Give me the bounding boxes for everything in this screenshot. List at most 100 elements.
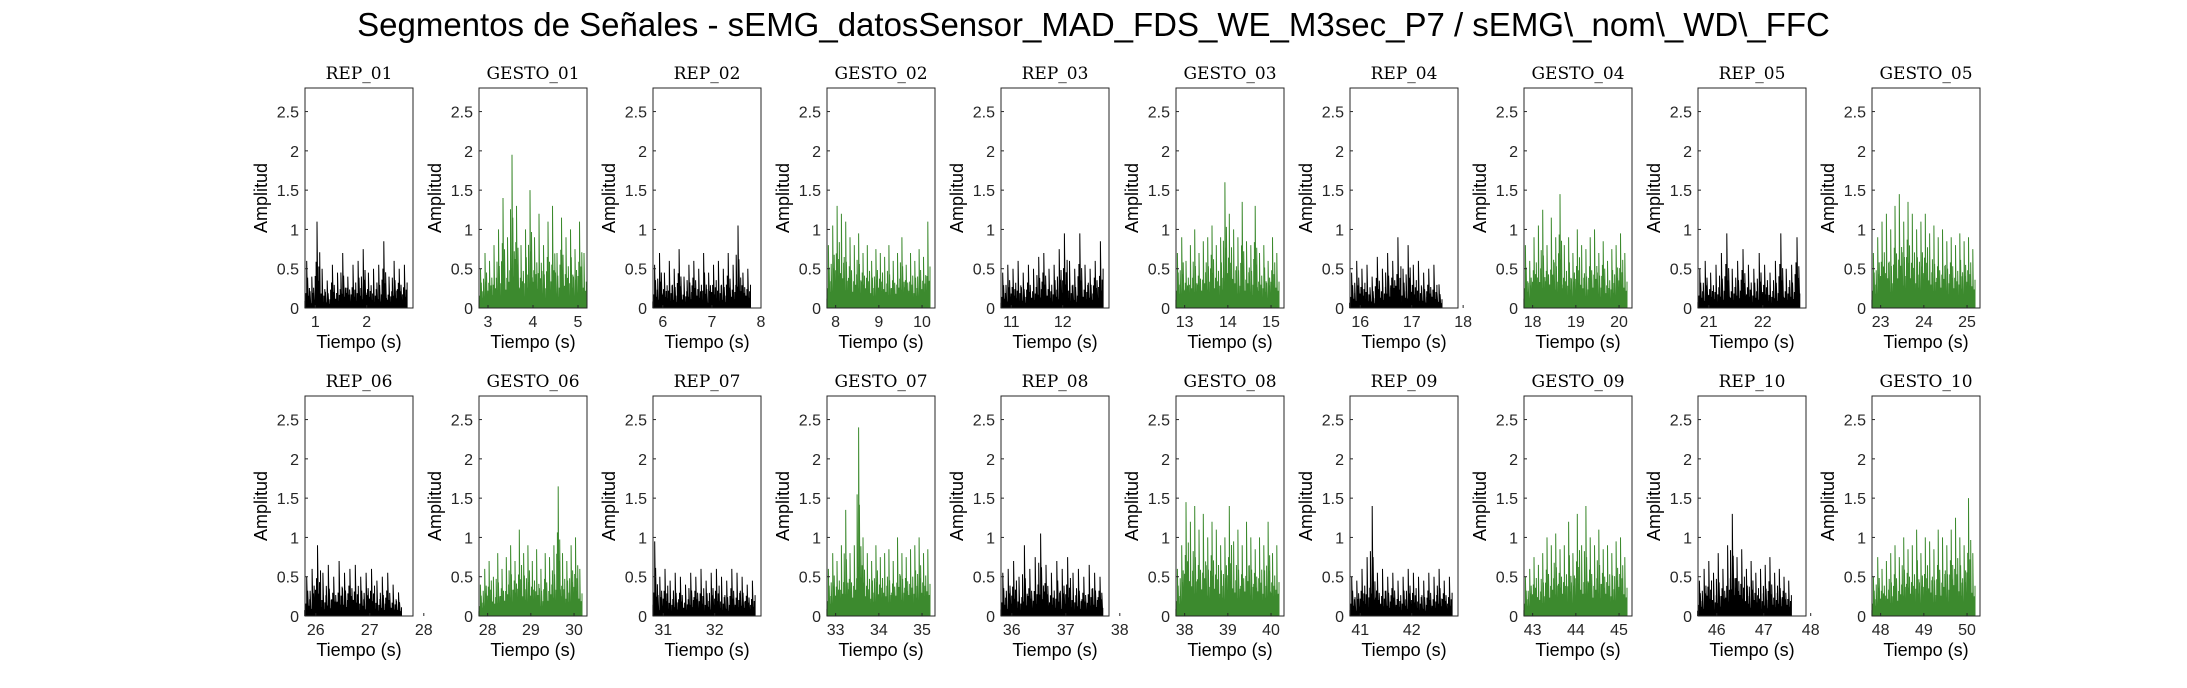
axes-box [1523,395,1633,617]
x-axis-label: Tiempo (s) [664,332,749,352]
y-tick-label: 2 [464,452,473,469]
subplot-title: GESTO_09 [1531,372,1624,392]
x-axis-label: Tiempo (s) [1709,640,1794,660]
y-tick-label: 2.5 [1496,413,1518,430]
subplot-title: REP_01 [326,64,393,84]
y-tick-label: 0 [812,609,821,626]
y-tick-label: 2 [638,144,647,161]
y-tick-label: 0.5 [1322,262,1344,279]
y-tick-label: 2 [1509,144,1518,161]
y-tick-label: 0 [986,609,995,626]
y-tick-label: 1 [638,530,647,547]
axes-box [1871,87,1981,309]
x-tick-label: 26 [307,622,325,639]
y-axis-label: Amplitud [947,471,967,541]
y-tick-label: 0 [1509,609,1518,626]
y-tick-label: 0 [986,301,995,318]
subplot-title: REP_05 [1719,64,1786,84]
y-tick-label: 1.5 [1496,491,1518,508]
x-tick-label: 2 [362,314,371,331]
y-tick-label: 0 [1335,609,1344,626]
x-tick-label: 47 [1755,622,1773,639]
subplot-title: REP_03 [1022,64,1089,84]
y-tick-label: 0.5 [625,262,647,279]
y-tick-label: 0 [1857,301,1866,318]
axes-box [826,395,936,617]
x-tick-label: 42 [1403,622,1421,639]
y-tick-label: 0 [464,301,473,318]
x-tick-label: 28 [479,622,497,639]
signal-series [652,225,751,309]
y-tick-label: 1.5 [277,183,299,200]
y-axis-label: Amplitud [1644,471,1664,541]
x-tick-label: 21 [1700,314,1718,331]
x-tick-label: 35 [913,622,931,639]
signal-series [304,221,408,309]
subplot-title: GESTO_04 [1531,64,1624,84]
x-tick-label: 5 [574,314,583,331]
y-tick-label: 1.5 [277,491,299,508]
y-tick-label: 2.5 [625,105,647,122]
x-tick-label: 48 [1872,622,1890,639]
y-tick-label: 1 [1683,222,1692,239]
y-tick-label: 0 [1161,301,1170,318]
y-tick-label: 2.5 [973,105,995,122]
signal-series [1175,182,1280,309]
y-tick-label: 1.5 [625,183,647,200]
y-tick-label: 2 [1335,144,1344,161]
y-tick-label: 2.5 [1322,413,1344,430]
y-axis-label: Amplitud [1818,163,1838,233]
y-tick-label: 0 [638,609,647,626]
y-tick-label: 2.5 [799,413,821,430]
y-tick-label: 0 [812,301,821,318]
y-tick-label: 1 [1857,222,1866,239]
y-tick-label: 0.5 [1496,570,1518,587]
y-tick-label: 2.5 [1844,105,1866,122]
x-tick-label: 19 [1567,314,1585,331]
y-tick-label: 0.5 [1670,262,1692,279]
axes-box [1523,87,1633,309]
signal-series [652,541,756,617]
axes-box [1697,395,1807,617]
y-tick-label: 0.5 [973,570,995,587]
y-tick-label: 1.5 [1496,183,1518,200]
y-tick-label: 0.5 [451,570,473,587]
signal-series [478,486,583,617]
y-tick-label: 0 [290,301,299,318]
y-tick-label: 2 [1335,452,1344,469]
x-tick-label: 18 [1524,314,1542,331]
axes-box [1697,87,1807,309]
y-tick-label: 2 [1857,452,1866,469]
x-tick-label: 43 [1524,622,1542,639]
y-tick-label: 2.5 [277,105,299,122]
y-tick-label: 1.5 [1322,491,1344,508]
x-tick-label: 15 [1262,314,1280,331]
y-tick-label: 0.5 [799,570,821,587]
y-tick-label: 2.5 [799,105,821,122]
y-tick-label: 0.5 [625,570,647,587]
y-tick-label: 0 [1683,301,1692,318]
y-tick-label: 2 [638,452,647,469]
y-tick-label: 1 [290,222,299,239]
x-tick-label: 31 [654,622,672,639]
y-axis-label: Amplitud [773,471,793,541]
y-tick-label: 0.5 [1844,262,1866,279]
subplot-title: GESTO_07 [834,372,927,392]
y-tick-label: 1.5 [1148,183,1170,200]
y-axis-label: Amplitud [599,471,619,541]
x-tick-label: 3 [484,314,493,331]
y-tick-label: 2 [812,144,821,161]
y-tick-label: 0 [1509,301,1518,318]
y-tick-label: 2 [290,452,299,469]
axes-box [478,395,588,617]
y-tick-label: 1 [638,222,647,239]
y-tick-label: 2 [290,144,299,161]
y-axis-label: Amplitud [425,471,445,541]
signal-series [1349,237,1443,309]
x-axis-label: Tiempo (s) [1883,640,1968,660]
y-axis-label: Amplitud [1818,471,1838,541]
y-tick-label: 2 [464,144,473,161]
y-axis-label: Amplitud [773,163,793,233]
axes-box [1175,87,1285,309]
y-axis-label: Amplitud [1644,163,1664,233]
